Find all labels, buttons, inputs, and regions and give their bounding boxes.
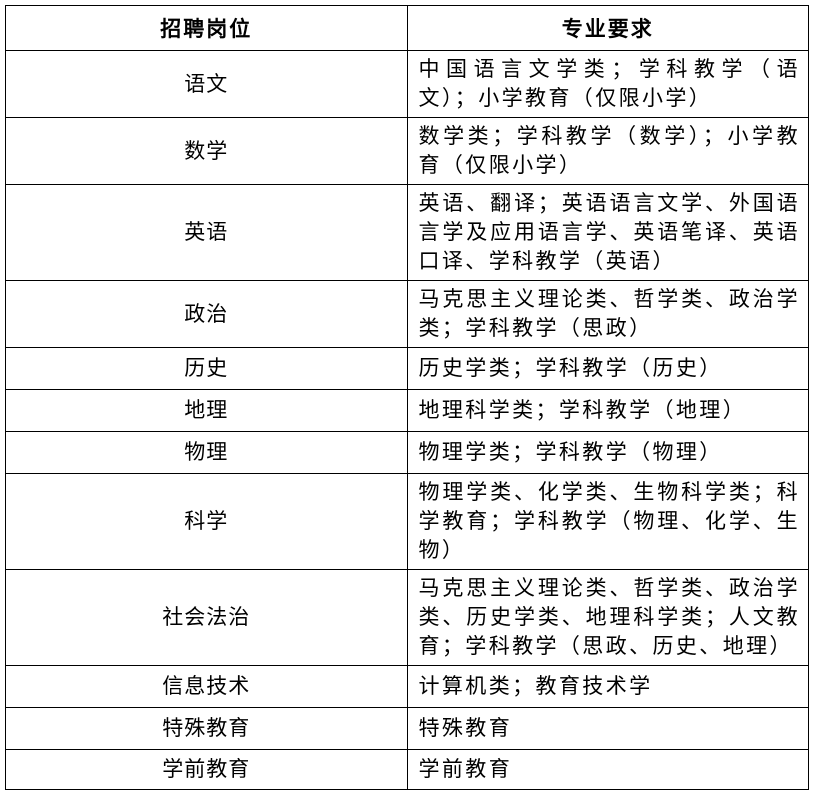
requirement-cell: 数学类；学科教学（数学）；小学教育（仅限小学） xyxy=(406,117,809,185)
recruitment-requirements-table: 招聘岗位 专业要求 语文 中国语言文学类；学科教学（语文）；小学教育（仅限小学）数… xyxy=(5,5,809,790)
position-cell: 地理 xyxy=(5,389,408,432)
requirement-cell: 马克思主义理论类、哲学类、政治学类、历史学类、地理科学类；人文教育；学科教学（思… xyxy=(406,569,809,666)
position-cell: 特殊教育 xyxy=(5,707,408,750)
table-row: 物理 物理学类；学科教学（物理） xyxy=(5,431,809,474)
requirement-cell: 地理科学类；学科教学（地理） xyxy=(406,389,809,432)
table-row: 社会法治 马克思主义理论类、哲学类、政治学类、历史学类、地理科学类；人文教育；学科… xyxy=(5,569,809,666)
requirement-cell: 英语、翻译；英语语言文学、外国语言学及应用语言学、英语笔译、英语口译、学科教学（… xyxy=(406,184,809,281)
position-cell: 学前教育 xyxy=(5,749,408,790)
header-requirement: 专业要求 xyxy=(406,5,809,51)
position-cell: 科学 xyxy=(5,473,408,570)
position-cell: 历史 xyxy=(5,347,408,390)
position-cell: 物理 xyxy=(5,431,408,474)
table-row: 特殊教育 特殊教育 xyxy=(5,707,809,750)
table-row: 信息技术 计算机类；教育技术学 xyxy=(5,665,809,708)
position-cell: 数学 xyxy=(5,117,408,185)
requirement-cell: 马克思主义理论类、哲学类、政治学类；学科教学（思政） xyxy=(406,280,809,348)
table-row: 科学 物理学类、化学类、生物科学类；科学教育；学科教学（物理、化学、生物） xyxy=(5,473,809,570)
table-row: 语文 中国语言文学类；学科教学（语文）；小学教育（仅限小学） xyxy=(5,50,809,118)
requirement-cell: 历史学类；学科教学（历史） xyxy=(406,347,809,390)
table-header-row: 招聘岗位 专业要求 xyxy=(5,5,809,51)
requirement-cell: 物理学类、化学类、生物科学类；科学教育；学科教学（物理、化学、生物） xyxy=(406,473,809,570)
position-cell: 语文 xyxy=(5,50,408,118)
requirement-cell: 学前教育 xyxy=(406,749,809,790)
position-cell: 信息技术 xyxy=(5,665,408,708)
table-row: 学前教育 学前教育 xyxy=(5,749,809,790)
position-cell: 社会法治 xyxy=(5,569,408,666)
requirement-cell: 中国语言文学类；学科教学（语文）；小学教育（仅限小学） xyxy=(406,50,809,118)
requirement-cell: 计算机类；教育技术学 xyxy=(406,665,809,708)
table-row: 历史 历史学类；学科教学（历史） xyxy=(5,347,809,390)
position-cell: 政治 xyxy=(5,280,408,348)
position-cell: 英语 xyxy=(5,184,408,281)
requirement-cell: 特殊教育 xyxy=(406,707,809,750)
requirement-cell: 物理学类；学科教学（物理） xyxy=(406,431,809,474)
table-row: 地理 地理科学类；学科教学（地理） xyxy=(5,389,809,432)
table-row: 政治 马克思主义理论类、哲学类、政治学类；学科教学（思政） xyxy=(5,280,809,348)
header-position: 招聘岗位 xyxy=(5,5,408,51)
table-row: 英语 英语、翻译；英语语言文学、外国语言学及应用语言学、英语笔译、英语口译、学科教… xyxy=(5,184,809,281)
table-row: 数学 数学类；学科教学（数学）；小学教育（仅限小学） xyxy=(5,117,809,185)
